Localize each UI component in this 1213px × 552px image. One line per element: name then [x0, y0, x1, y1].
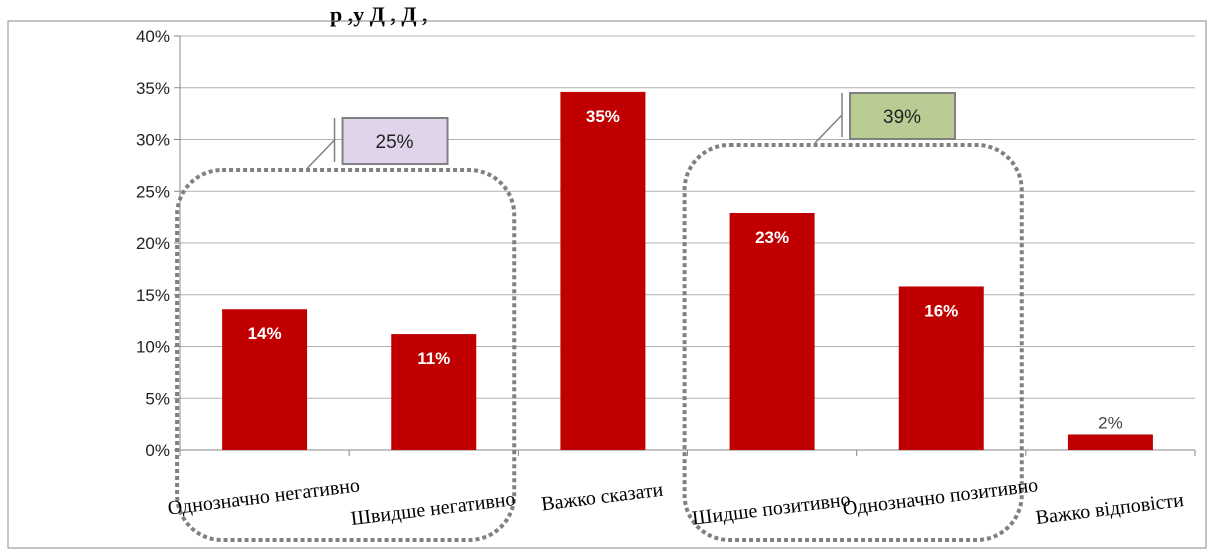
bar	[560, 91, 646, 450]
bar	[898, 286, 984, 450]
y-tick-label: 0%	[145, 441, 170, 460]
bar	[1067, 434, 1153, 450]
callout-leader	[306, 118, 336, 169]
data-label: 2%	[1098, 413, 1123, 432]
y-tick-label: 40%	[136, 27, 170, 46]
bar	[222, 309, 308, 450]
chart-frame	[7, 20, 1207, 549]
category-label: Однозначно позитивно	[842, 474, 1040, 520]
data-label: 14%	[248, 324, 282, 343]
callout-label: 25%	[376, 132, 414, 153]
callout-label: 39%	[883, 107, 921, 128]
chart-title-fragment: р ,у Д , Д ,	[330, 2, 428, 27]
category-label: Швидше негативно	[350, 488, 517, 530]
data-label: 35%	[586, 107, 620, 126]
group-callouts: 25% 39%	[175, 91, 1024, 543]
y-tick-label: 30%	[136, 131, 170, 150]
bars: 14% 11% 35% 23% 16% 2%	[222, 91, 1153, 450]
category-label: Однозначно негативно	[167, 474, 361, 519]
y-tick-label: 15%	[136, 286, 170, 305]
group-bracket	[682, 142, 1024, 543]
callout-box	[341, 117, 449, 165]
y-tick-label: 10%	[136, 338, 170, 357]
bar	[729, 212, 815, 450]
y-axis-ticks: 0% 5% 10% 15% 20% 25% 30% 35% 40%	[136, 27, 170, 460]
y-tick-label: 20%	[136, 234, 170, 253]
category-label: Шидше позитивно	[691, 488, 852, 529]
y-tick-label: 5%	[145, 389, 170, 408]
data-label: 16%	[924, 301, 958, 320]
group-bracket	[175, 168, 517, 542]
bar	[391, 334, 477, 450]
y-tick-label: 25%	[136, 182, 170, 201]
callout-leader	[814, 92, 843, 144]
category-label: Важко відповісти	[1034, 489, 1185, 529]
data-label: 23%	[755, 228, 789, 247]
category-label: Важко сказати	[540, 479, 665, 516]
data-label: 11%	[417, 349, 450, 368]
callout-box	[849, 91, 957, 140]
y-tick-label: 35%	[136, 79, 170, 98]
